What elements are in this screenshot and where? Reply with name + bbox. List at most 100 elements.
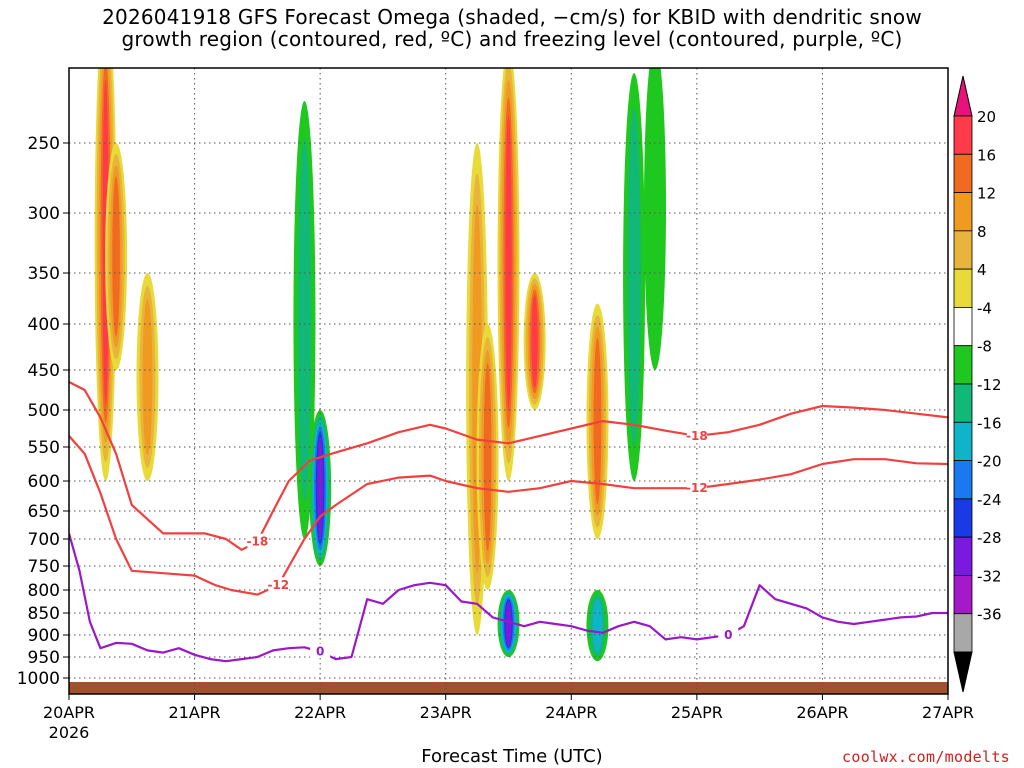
contour-line (69, 533, 948, 663)
y-tick-label: 300 (28, 204, 60, 224)
contour-label-bg (247, 533, 268, 548)
colorbar-bin (953, 115, 973, 155)
omega-cell (497, 68, 520, 481)
colorbar-bin (953, 230, 973, 270)
y-tick-label: 800 (28, 581, 60, 601)
omega-cell (293, 101, 316, 539)
contour-label-bg (686, 480, 707, 495)
omega-cell (105, 143, 128, 370)
ground-surface (69, 682, 948, 694)
colorbar-bin (953, 383, 973, 423)
colorbar-label: -20 (977, 453, 1002, 471)
title-line-1: 2026041918 GFS Forecast Omega (shaded, −… (102, 5, 922, 29)
y-tick-label: 250 (28, 134, 60, 154)
y-tick-label: 1000 (17, 669, 60, 689)
colorbar-label: 16 (977, 146, 996, 164)
omega-contour-fill (142, 299, 153, 455)
x-year-label: 2026 (49, 723, 90, 742)
colorbar-label: -24 (977, 491, 1002, 509)
y-tick-label: 600 (28, 472, 60, 492)
contour-line (69, 435, 948, 596)
colorbar-bottom-arrow (953, 651, 973, 693)
y-tick-label: 450 (28, 361, 60, 381)
x-tick-label: 26APR (796, 703, 848, 722)
omega-cell (586, 590, 609, 662)
colorbar-bin (953, 498, 973, 538)
contour-label: 0 (316, 645, 324, 659)
colorbar-top-arrow (953, 75, 973, 117)
colorbar-label: -4 (977, 299, 992, 317)
contour-label: -18 (247, 535, 269, 549)
colorbar-label: -16 (977, 414, 1002, 432)
contour-label-bg (718, 627, 739, 641)
omega-shading (94, 68, 666, 662)
omega-contour-fill (644, 68, 666, 370)
colorbar-bin (953, 536, 973, 576)
colorbar-label: 12 (977, 185, 996, 203)
colorbar-label: 8 (977, 223, 987, 241)
y-tick-label: 550 (28, 438, 60, 458)
y-axis: 2503003504004505005506006507007508008509… (17, 134, 69, 689)
colorbar-bin (953, 268, 973, 308)
contour-label-bg (310, 643, 331, 658)
colorbar-label: -32 (977, 567, 1002, 585)
contour-label: -12 (686, 481, 708, 495)
colorbar-bin (953, 460, 973, 500)
x-axis: 20APR 21APR 22APR 23APR 24APR 25APR 26APR 27APR… (43, 694, 974, 742)
colorbar: 20 16 12 8 4 -4 -8 -12 -16 -20 -24 -28 -32 -36 (953, 75, 1002, 693)
colorbar-bin (953, 575, 973, 615)
colorbar-bin (953, 421, 973, 461)
colorbar-label: 4 (977, 261, 987, 279)
contour-line (69, 381, 948, 551)
omega-cell (523, 273, 546, 410)
contour-label-bg (686, 427, 707, 442)
x-tick-label: 27APR (922, 703, 974, 722)
contour-lines: -18 -18 -12 -12 0 0 (69, 381, 948, 663)
omega-cell (623, 73, 646, 481)
omega-contour-fill (627, 108, 641, 446)
plot-frame (68, 67, 949, 695)
x-tick-label: 24APR (545, 703, 597, 722)
omega-contour-fill (505, 115, 512, 411)
contour-label: -18 (686, 429, 708, 443)
colorbar-bin (953, 192, 973, 232)
omega-cell (476, 324, 499, 590)
x-axis-label: Forecast Time (UTC) (421, 746, 603, 767)
colorbar-label: -28 (977, 529, 1002, 547)
x-tick-label: 25APR (671, 703, 723, 722)
omega-contour-fill (297, 138, 312, 502)
contour-label: 0 (724, 628, 732, 642)
y-tick-label: 700 (28, 530, 60, 550)
title-line-2: growth region (contoured, red, ºC) and f… (121, 27, 903, 51)
omega-contour-fill (483, 363, 492, 551)
x-tick-label: 23APR (420, 703, 472, 722)
colorbar-bin (953, 153, 973, 193)
colorbar-bin (953, 613, 973, 653)
credit-link[interactable]: coolwx.com/modelts (842, 748, 1010, 766)
x-tick-label: 22APR (294, 703, 346, 722)
omega-contour-fill (112, 176, 120, 337)
contour-label-bg (268, 577, 289, 592)
y-tick-label: 400 (28, 315, 60, 335)
colorbar-bin (953, 307, 973, 347)
omega-cell (644, 68, 666, 370)
colorbar-label: 20 (977, 108, 996, 126)
colorbar-label: -36 (977, 606, 1002, 624)
y-tick-label: 950 (28, 648, 60, 668)
colorbar-label: -8 (977, 338, 992, 356)
colorbar-label: -12 (977, 376, 1002, 394)
contour-label: -12 (267, 578, 289, 592)
omega-contour-fill (531, 295, 538, 388)
y-tick-label: 350 (28, 264, 60, 284)
x-tick-label: 21APR (169, 703, 221, 722)
chart-title: 2026041918 GFS Forecast Omega (shaded, −… (0, 6, 1024, 50)
y-tick-label: 500 (28, 401, 60, 421)
y-tick-label: 650 (28, 502, 60, 522)
omega-cell (136, 273, 159, 481)
omega-contour-fill (592, 598, 603, 653)
colorbar-bin (953, 345, 973, 385)
x-tick-label: 20APR (43, 703, 95, 722)
y-tick-label: 750 (28, 557, 60, 577)
y-tick-label: 900 (28, 626, 60, 646)
